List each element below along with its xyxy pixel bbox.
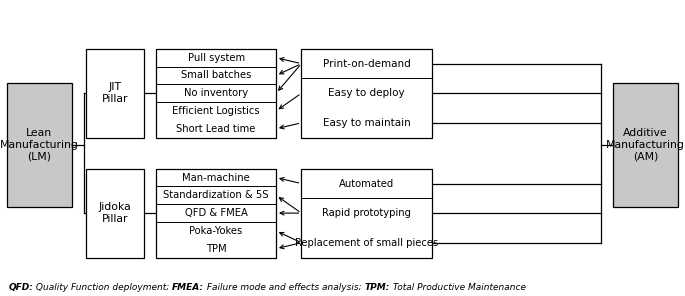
Text: Lean
Manufacturing
(LM): Lean Manufacturing (LM): [0, 128, 79, 162]
Text: Man-machine: Man-machine: [182, 173, 250, 183]
Text: Quality Function deployment;: Quality Function deployment;: [33, 284, 172, 292]
Text: TPM:: TPM:: [364, 284, 390, 292]
Bar: [86, 169, 144, 258]
Bar: [7, 83, 72, 207]
Text: Efficient Logistics: Efficient Logistics: [173, 106, 260, 116]
Bar: [156, 169, 276, 258]
Text: FMEA:: FMEA:: [172, 284, 204, 292]
Bar: [86, 49, 144, 138]
Text: QFD & FMEA: QFD & FMEA: [185, 208, 247, 218]
Text: Automated: Automated: [339, 178, 394, 189]
Bar: [301, 49, 432, 138]
Bar: [301, 169, 432, 258]
Text: Pull system: Pull system: [188, 53, 245, 63]
Text: TPM: TPM: [206, 244, 227, 254]
Text: Easy to maintain: Easy to maintain: [323, 118, 410, 128]
Text: Easy to deploy: Easy to deploy: [328, 88, 405, 98]
Text: JIT
Pillar: JIT Pillar: [101, 83, 128, 104]
Text: Print-on-demand: Print-on-demand: [323, 59, 410, 69]
Text: Standardization & 5S: Standardization & 5S: [163, 190, 269, 200]
Text: Short Lead time: Short Lead time: [177, 124, 256, 134]
Text: Rapid prototyping: Rapid prototyping: [322, 208, 411, 218]
Text: Poka-Yokes: Poka-Yokes: [190, 226, 242, 236]
Text: Additive
Manufacturing
(AM): Additive Manufacturing (AM): [606, 128, 685, 162]
Text: No inventory: No inventory: [184, 88, 248, 98]
Text: Jidoka
Pillar: Jidoka Pillar: [99, 202, 131, 224]
Bar: [613, 83, 678, 207]
Text: QFD:: QFD:: [8, 284, 33, 292]
Bar: [156, 49, 276, 138]
Text: Replacement of small pieces: Replacement of small pieces: [295, 238, 438, 248]
Text: Total Productive Maintenance: Total Productive Maintenance: [390, 284, 526, 292]
Text: Failure mode and effects analysis;: Failure mode and effects analysis;: [204, 284, 364, 292]
Text: Small batches: Small batches: [181, 70, 251, 81]
